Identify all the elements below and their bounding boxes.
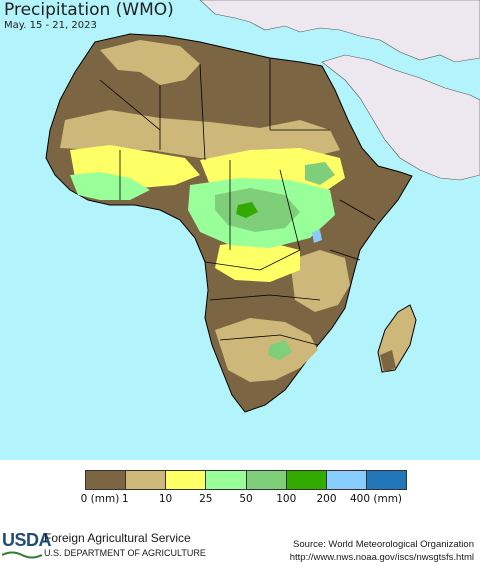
legend-label-4: 50 bbox=[239, 493, 253, 505]
sahel-tan-band bbox=[60, 110, 340, 160]
lightgreen-west-coast bbox=[70, 172, 150, 200]
legend-label-6: 200 bbox=[316, 493, 337, 505]
green-patch-south bbox=[268, 340, 292, 360]
green-patch-east bbox=[305, 162, 335, 185]
legend-label-5: 100 bbox=[276, 493, 297, 505]
date-range: May. 15 - 21, 2023 bbox=[4, 20, 97, 31]
country-borders bbox=[99, 58, 376, 346]
legend-swatch-7 bbox=[366, 471, 406, 489]
legend-swatch-6 bbox=[326, 471, 367, 489]
legend-label-3: 25 bbox=[199, 493, 213, 505]
africa-precipitation-map bbox=[45, 0, 480, 413]
madagascar-dry bbox=[380, 350, 396, 372]
sahara-tan-zone bbox=[100, 40, 200, 85]
legend-swatch-3 bbox=[206, 471, 247, 489]
legend-swatch-5 bbox=[286, 471, 327, 489]
blue-patch-lake bbox=[312, 230, 322, 243]
usda-logo: USDA bbox=[2, 530, 52, 550]
legend-label-7: 400 (mm) bbox=[349, 493, 403, 505]
legend-swatch-0 bbox=[86, 471, 127, 489]
europe-landmass bbox=[199, 0, 480, 63]
arabia-landmass bbox=[321, 54, 480, 181]
east-tan-zone bbox=[290, 250, 350, 312]
darkgreen-patch bbox=[236, 202, 258, 218]
southern-tan-zone bbox=[215, 318, 318, 382]
usda-branding: USDA Foreign Agricultural Service U.S. D… bbox=[2, 530, 242, 562]
legend-label-0: 0 (mm) bbox=[80, 493, 120, 505]
green-congo bbox=[215, 188, 300, 232]
page-title: Precipitation (WMO) bbox=[4, 0, 174, 20]
legend-swatch-4 bbox=[246, 471, 287, 489]
yellow-central-south bbox=[215, 240, 300, 282]
legend-swatch-2 bbox=[166, 471, 207, 489]
legend-label-1: 1 bbox=[121, 493, 129, 505]
agency-name: Foreign Agricultural Service bbox=[44, 531, 191, 545]
source-url[interactable]: http://www.nws.noaa.gov/iscs/nwsgtsfs.ht… bbox=[289, 552, 474, 563]
legend-swatch-1 bbox=[126, 471, 167, 489]
map-area: Precipitation (WMO) May. 15 - 21, 2023 bbox=[0, 0, 480, 460]
department-name: U.S. DEPARTMENT OF AGRICULTURE bbox=[44, 548, 206, 558]
legend-color-bar bbox=[85, 470, 407, 490]
usda-swoosh-icon bbox=[2, 551, 42, 559]
source-attribution: Source: World Meteorological Organizatio… bbox=[290, 538, 474, 564]
legend-label-2: 10 bbox=[158, 493, 173, 505]
source-line: Source: World Meteorological Organizatio… bbox=[293, 539, 474, 550]
